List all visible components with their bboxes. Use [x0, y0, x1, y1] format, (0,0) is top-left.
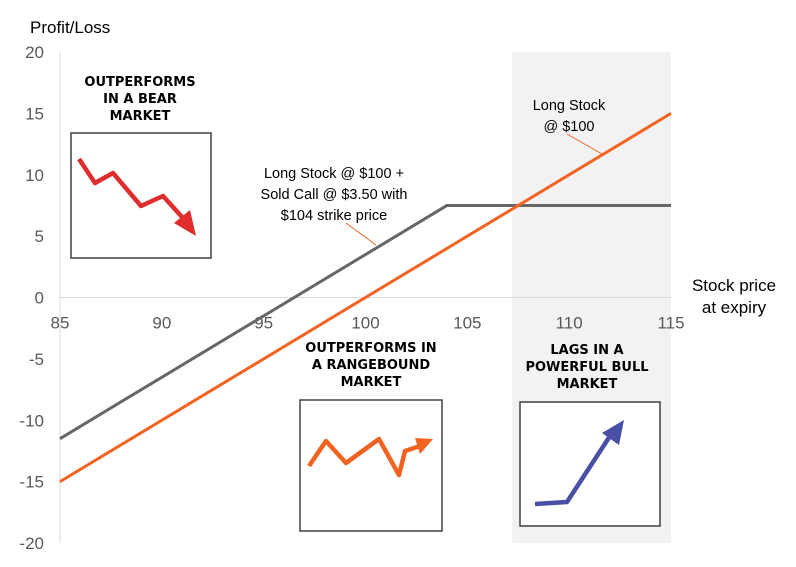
annotation-line: @ $100 [543, 119, 594, 135]
inset-bull-market: LAGS IN A POWERFUL BULL MARKET [519, 343, 661, 527]
inset-rangebound-market: OUTPERFORMS IN A RANGEBOUND MARKET [299, 341, 443, 532]
inset-range-frame [299, 399, 443, 532]
annotation-covered_label: Long Stock @ $100 + Sold Call @ $3.50 wit… [261, 166, 408, 224]
inset-title-line: MARKET [110, 109, 171, 124]
x-tick-label: 115 [657, 314, 684, 333]
y-axis-title: Profit/Loss [30, 18, 110, 37]
inset-title-line: A RANGEBOUND [312, 358, 430, 373]
inset-bear-market: OUTPERFORMS IN A BEAR MARKET [70, 75, 212, 259]
x-tick-label: 90 [152, 314, 171, 333]
y-tick-label: -20 [19, 534, 44, 553]
annotation-line: Long Stock [533, 98, 606, 114]
series-lines [59, 112, 672, 483]
y-tick-label: 15 [25, 104, 44, 123]
annotations: Long Stock @ $100 + Sold Call @ $3.50 wit… [261, 98, 606, 246]
inset-title-line: MARKET [341, 375, 402, 390]
sideways-trend-arrowhead-icon [415, 438, 433, 454]
inset-range-title: OUTPERFORMS IN A RANGEBOUND MARKET [305, 341, 436, 390]
x-axis-title-line: at expiry [702, 298, 767, 317]
sideways-trend-arrow-icon [307, 436, 421, 478]
inset-title-line: OUTPERFORMS [84, 75, 195, 90]
y-tick-label: -10 [19, 411, 44, 430]
x-tick-label: 105 [453, 314, 481, 333]
inset-title-line: OUTPERFORMS IN [305, 341, 436, 356]
annotation-leader-stock_label [566, 133, 603, 155]
up-trend-arrow-icon [534, 434, 612, 507]
y-tick-label: 20 [25, 43, 44, 62]
inset-bull-title: LAGS IN A POWERFUL BULL MARKET [525, 343, 648, 392]
down-trend-arrowhead-icon [174, 210, 196, 236]
y-tick-label: -15 [19, 473, 44, 492]
annotation-line: Long Stock @ $100 + [264, 166, 404, 182]
annotation-line: $104 strike price [281, 208, 387, 224]
down-trend-arrow-icon [77, 157, 184, 219]
inset-bear-frame [70, 132, 212, 259]
x-axis-title-line: Stock price [692, 276, 776, 295]
inset-bear-title: OUTPERFORMS IN A BEAR MARKET [84, 75, 195, 124]
inset-title-line: MARKET [557, 377, 618, 392]
x-tick-label: 85 [51, 314, 70, 333]
y-tick-label: -5 [29, 350, 44, 369]
y-tick-label: 0 [35, 289, 44, 308]
annotation-line: Sold Call @ $3.50 with [261, 187, 408, 203]
up-trend-arrowhead-icon [602, 420, 624, 445]
x-tick-label: 110 [556, 314, 583, 333]
inset-title-line: POWERFUL BULL [525, 360, 648, 375]
y-tick-label: 5 [35, 227, 44, 246]
y-tick-label: 10 [25, 166, 44, 185]
annotation-stock_label: Long Stock @ $100 [533, 98, 606, 135]
x-axis-title: Stock price at expiry [692, 276, 776, 317]
series-line-stock [59, 112, 672, 483]
annotation-leader-covered_label [345, 222, 377, 246]
inset-title-line: LAGS IN A [550, 343, 623, 358]
inset-title-line: IN A BEAR [103, 92, 177, 107]
x-tick-label: 100 [351, 314, 379, 333]
series-line-covered [59, 203, 671, 440]
